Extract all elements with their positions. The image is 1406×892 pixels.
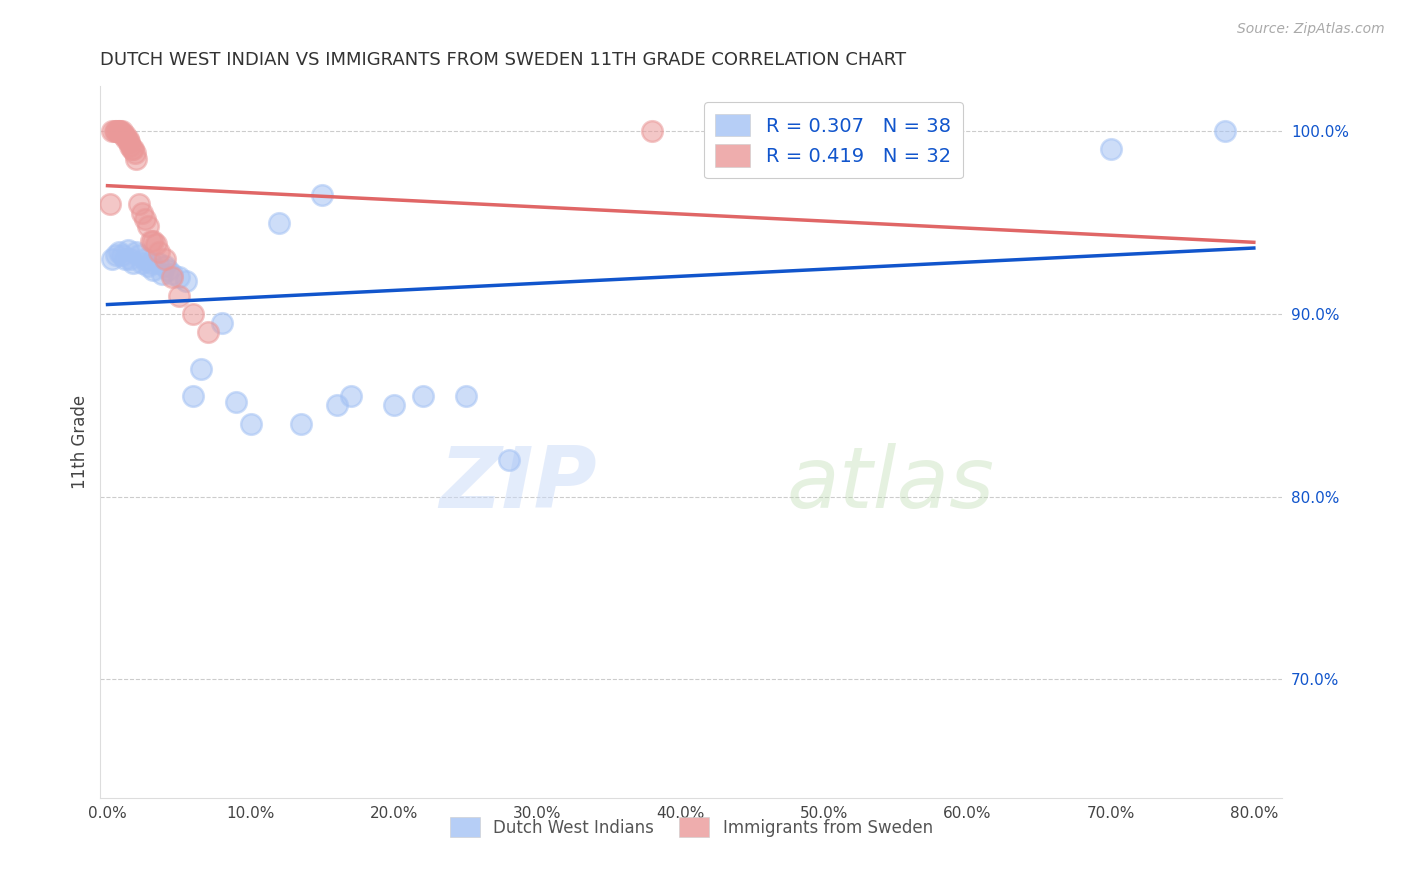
Point [326,398,349,412]
Point [120,252,142,266]
Point [145,237,167,252]
Point [382,398,405,412]
Point [111,248,134,262]
Point [340,389,363,403]
Point [239,417,262,431]
Point [108,244,131,259]
Point [160,270,183,285]
Point [146,256,169,270]
Point [111,124,134,138]
Text: Source: ZipAtlas.com: Source: ZipAtlas.com [1237,22,1385,37]
Point [641,124,664,138]
Text: ZIP: ZIP [439,443,598,526]
Point [454,389,477,403]
Point [139,234,162,248]
Point [225,394,247,409]
Point [183,307,205,321]
Point [498,453,520,467]
Point [125,244,148,259]
Point [167,288,190,302]
Point [176,274,198,288]
Point [160,267,183,281]
Point [121,143,143,157]
Point [101,252,124,266]
Point [115,131,138,145]
Point [101,124,124,138]
Point [107,124,129,138]
Point [1099,143,1122,157]
Point [148,244,170,259]
Point [117,131,139,145]
Point [211,316,233,330]
Point [134,211,156,226]
Point [114,128,136,142]
Point [104,124,127,138]
Point [153,260,176,274]
Point [139,256,162,270]
Point [125,152,148,166]
Point [1213,124,1236,138]
Point [290,417,312,431]
Point [136,219,159,234]
Text: atlas: atlas [786,443,994,526]
Point [114,252,136,266]
Point [118,135,141,149]
Point [105,248,128,262]
Point [183,389,205,403]
Point [142,263,165,277]
Point [142,234,165,248]
Point [128,248,150,262]
Point [117,243,139,257]
Point [108,124,131,138]
Point [131,206,153,220]
Point [112,128,135,142]
Point [311,188,333,202]
Legend: Dutch West Indians, Immigrants from Sweden: Dutch West Indians, Immigrants from Swed… [443,811,939,843]
Point [122,143,145,157]
Point [134,252,156,266]
Point [100,197,122,211]
Point [136,260,159,274]
Point [131,256,153,270]
Point [105,124,128,138]
Point [269,216,291,230]
Point [156,263,179,277]
Point [150,267,173,281]
Point [167,270,190,285]
Y-axis label: 11th Grade: 11th Grade [72,395,89,489]
Point [153,252,176,266]
Point [197,325,219,339]
Point [128,197,150,211]
Point [190,361,212,376]
Point [124,146,146,161]
Point [120,138,142,153]
Point [110,124,132,138]
Point [122,256,145,270]
Text: DUTCH WEST INDIAN VS IMMIGRANTS FROM SWEDEN 11TH GRADE CORRELATION CHART: DUTCH WEST INDIAN VS IMMIGRANTS FROM SWE… [100,51,907,69]
Point [412,389,434,403]
